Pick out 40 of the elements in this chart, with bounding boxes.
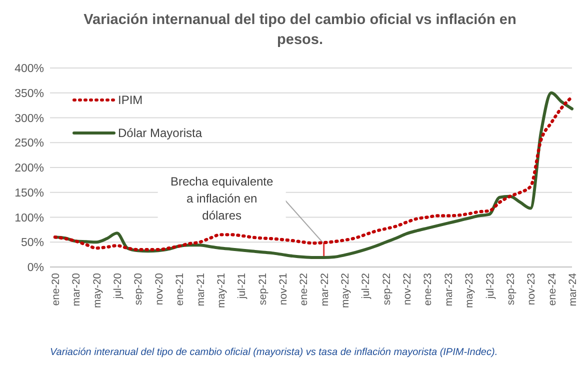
- x-tick-label: mar-22: [318, 272, 331, 306]
- x-tick-label: mar-23: [442, 272, 455, 306]
- x-tick-label: may-22: [340, 272, 352, 308]
- x-tick-label: may-23: [464, 272, 476, 308]
- x-tick-label: sep-21: [256, 272, 269, 306]
- y-tick-label: 50%: [20, 237, 44, 250]
- x-tick-label: ene-22: [298, 272, 310, 306]
- y-tick-label: 0%: [27, 262, 44, 274]
- text: Variación interanual del tipo de cambio oficial (mayorista) vs tasa de inflación mayorista (IPIM-Indec).: [50, 347, 498, 358]
- x-tick-label: jul-22: [360, 272, 372, 300]
- legend-label: IPIM: [118, 93, 143, 108]
- x-tick-label: sep-20: [132, 272, 145, 306]
- x-tick-label: ene-24: [546, 272, 558, 306]
- x-tick-label: ene-20: [50, 272, 62, 306]
- x-tick-label: may-20: [91, 272, 104, 308]
- x-tick-label: nov-20: [153, 272, 166, 306]
- x-tick-label: mar-24: [567, 272, 579, 306]
- x-tick-label: jul-21: [236, 272, 248, 300]
- x-tick-label: ene-21: [174, 272, 186, 306]
- x-tick-label: nov-21: [277, 272, 290, 306]
- y-tick-label: 200%: [14, 162, 44, 175]
- y-tick-label: 150%: [14, 187, 44, 200]
- x-tick-label: ene-23: [422, 272, 434, 306]
- x-tick-label: sep-23: [504, 272, 517, 306]
- x-tick-label: jul-20: [112, 272, 124, 300]
- y-tick-label: 250%: [14, 138, 44, 150]
- x-tick-label: mar-21: [194, 272, 207, 306]
- x-tick-label: sep-22: [380, 272, 393, 306]
- legend-label: Dólar Mayorista: [118, 126, 202, 140]
- x-tick-label: nov-22: [402, 272, 414, 306]
- chart-title: Variación internanual del tipo del cambio oficial vs inflación en pesos.: [84, 12, 516, 48]
- y-tick-label: 300%: [14, 112, 44, 125]
- y-tick-label: 400%: [14, 63, 44, 76]
- x-tick-label: jul-23: [484, 272, 496, 300]
- x-tick-label: mar-20: [70, 272, 83, 306]
- y-tick-label: 350%: [14, 88, 44, 100]
- y-tick-label: 100%: [14, 212, 44, 224]
- x-tick-label: may-21: [215, 272, 228, 308]
- x-tick-label: nov-23: [526, 272, 538, 306]
- annotation: Brecha equivalente a inflación en dólares: [170, 174, 274, 223]
